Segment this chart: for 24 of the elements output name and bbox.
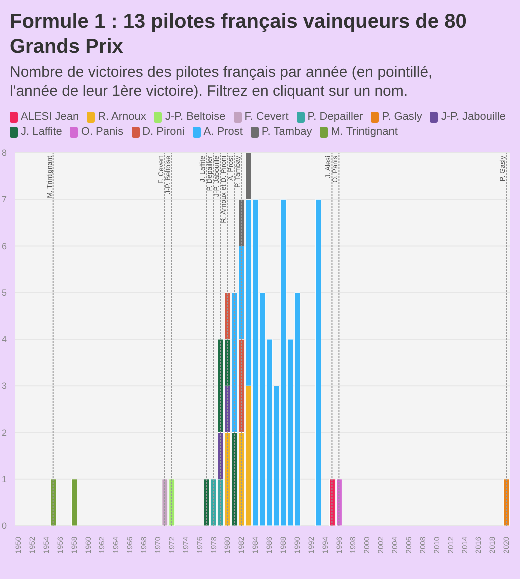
legend-label: ALESI Jean bbox=[21, 111, 80, 123]
chart-title: Formule 1 : 13 pilotes français vainqueurs de 80 Grands Prix bbox=[10, 10, 468, 60]
legend-label: A. Prost bbox=[204, 126, 243, 138]
y-tick-label: 7 bbox=[2, 194, 7, 205]
legend-label: M. Trintignant bbox=[331, 126, 398, 138]
y-tick-label: 1 bbox=[2, 474, 7, 484]
legend-label: J. Laffite bbox=[21, 126, 62, 138]
y-tick-label: 2 bbox=[2, 428, 7, 438]
legend-label: J-P. Jabouille bbox=[441, 111, 506, 123]
y-tick-label: 6 bbox=[2, 241, 7, 252]
chart-subtitle: Nombre de victoires des pilotes français par année (en pointillé, l'année de leur 1ère victoire). Filtrez en cliquant sur un nom. bbox=[10, 63, 434, 101]
legend-label: R. Arnoux bbox=[98, 111, 146, 123]
y-tick-label: 4 bbox=[2, 334, 7, 344]
legend-label: P. Gasly bbox=[382, 111, 422, 123]
y-tick-label: 3 bbox=[2, 381, 7, 392]
legend-label: F. Cevert bbox=[244, 111, 289, 123]
legend-label: J-P. Beltoise bbox=[165, 111, 226, 123]
legend-label: O. Panis bbox=[81, 126, 124, 138]
y-tick-label: 0 bbox=[2, 521, 7, 531]
legend-label: P. Depailler bbox=[308, 111, 364, 123]
y-tick-label: 5 bbox=[2, 288, 7, 298]
y-tick-label: 8 bbox=[2, 148, 7, 158]
legend-label: P. Tambay bbox=[262, 126, 312, 138]
legend-label: D. Pironi bbox=[142, 126, 185, 138]
